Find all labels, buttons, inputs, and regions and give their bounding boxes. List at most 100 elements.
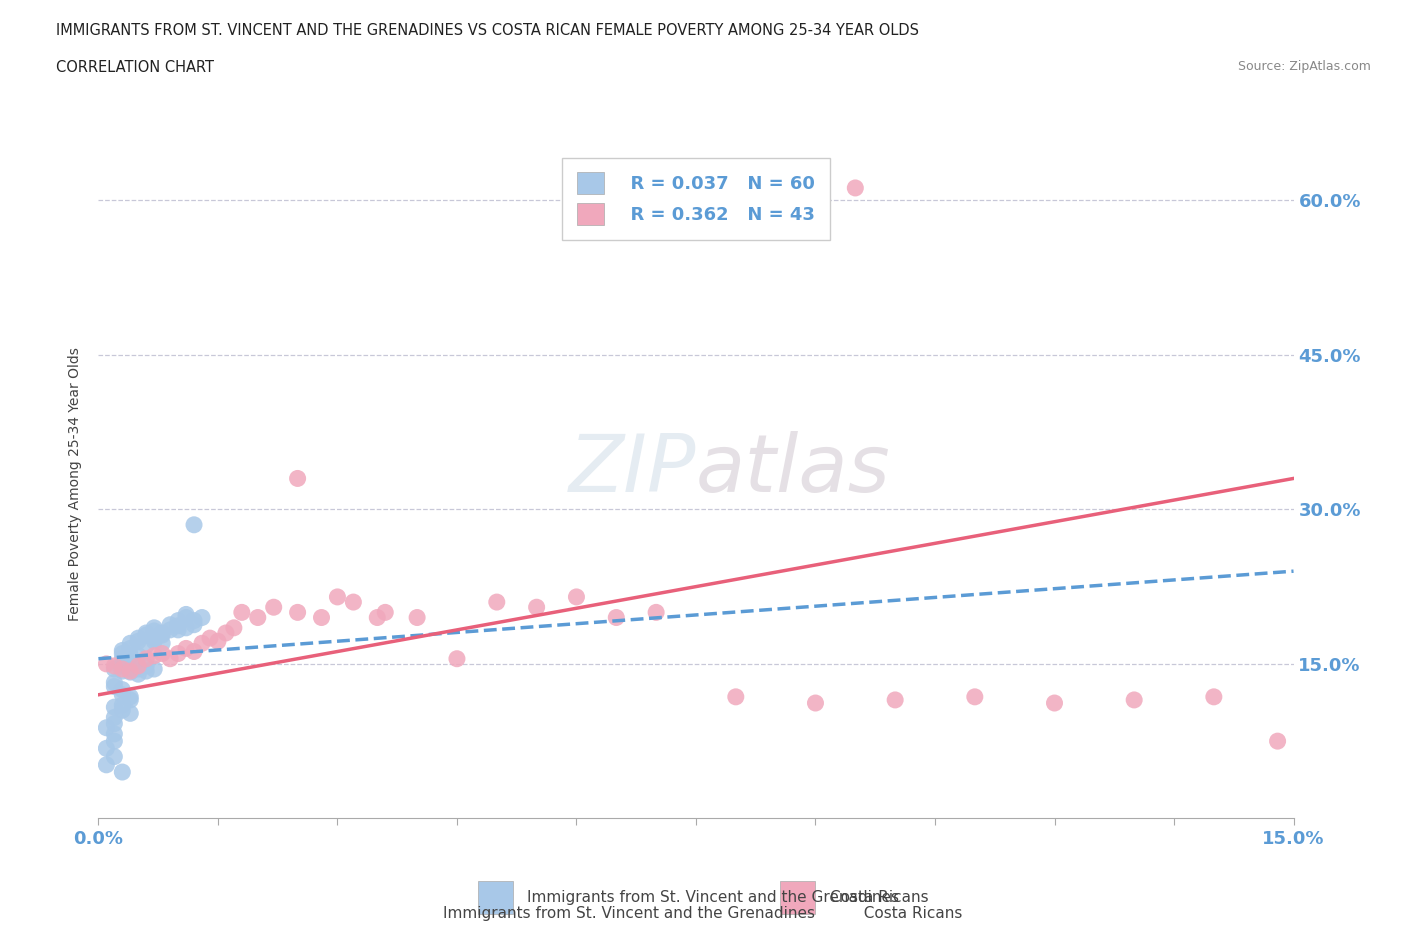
Point: [111, 661, 134, 676]
Point: [844, 180, 866, 195]
Legend:   R = 0.037   N = 60,   R = 0.362   N = 43: R = 0.037 N = 60, R = 0.362 N = 43: [562, 158, 830, 240]
Text: IMMIGRANTS FROM ST. VINCENT AND THE GRENADINES VS COSTA RICAN FEMALE POVERTY AMO: IMMIGRANTS FROM ST. VINCENT AND THE GREN…: [56, 23, 920, 38]
Point: [111, 683, 134, 698]
Point: [342, 594, 364, 609]
Point: [159, 622, 181, 637]
Point: [565, 590, 588, 604]
Point: [120, 706, 142, 721]
Point: [111, 646, 134, 661]
FancyBboxPatch shape: [478, 881, 513, 914]
Point: [127, 633, 149, 648]
Point: [120, 665, 142, 680]
Point: [191, 610, 214, 625]
Point: [103, 734, 125, 749]
Point: [103, 661, 125, 676]
Text: Immigrants from St. Vincent and the Grenadines: Immigrants from St. Vincent and the Gren…: [527, 890, 900, 905]
Point: [183, 618, 205, 632]
Point: [143, 631, 166, 645]
Point: [103, 750, 125, 764]
Point: [127, 648, 149, 663]
Point: [120, 689, 142, 704]
Point: [366, 610, 388, 625]
Point: [167, 646, 190, 661]
Point: [207, 633, 229, 648]
Point: [167, 613, 190, 628]
Point: [111, 651, 134, 666]
Point: [96, 741, 118, 756]
Point: [103, 699, 125, 714]
Point: [167, 618, 190, 633]
Point: [135, 638, 157, 653]
Point: [143, 661, 166, 676]
Point: [1123, 693, 1146, 708]
Point: [150, 628, 173, 643]
Point: [183, 613, 205, 628]
Point: [326, 590, 349, 604]
Point: [446, 651, 468, 666]
Point: [120, 664, 142, 679]
Point: [150, 626, 173, 641]
Text: atlas: atlas: [696, 432, 891, 510]
Y-axis label: Female Poverty Among 25-34 Year Olds: Female Poverty Among 25-34 Year Olds: [69, 347, 83, 620]
Point: [103, 726, 125, 741]
Point: [167, 622, 190, 637]
Point: [143, 648, 166, 663]
Point: [96, 657, 118, 671]
Text: ZIP: ZIP: [568, 432, 696, 510]
Point: [111, 698, 134, 712]
Text: Source: ZipAtlas.com: Source: ZipAtlas.com: [1237, 60, 1371, 73]
Text: Immigrants from St. Vincent and the Grenadines          Costa Ricans: Immigrants from St. Vincent and the Gren…: [443, 906, 963, 921]
Point: [231, 604, 253, 619]
Point: [1202, 689, 1225, 704]
Point: [174, 610, 197, 625]
Point: [120, 648, 142, 663]
Point: [287, 604, 309, 619]
Point: [406, 610, 429, 625]
Point: [120, 641, 142, 656]
Point: [645, 604, 668, 619]
Point: [159, 651, 181, 666]
Point: [215, 626, 238, 641]
Point: [263, 600, 285, 615]
Point: [174, 641, 197, 656]
Point: [485, 594, 508, 609]
Point: [374, 604, 396, 619]
Point: [120, 661, 142, 676]
Point: [135, 664, 157, 679]
Point: [127, 631, 149, 645]
Point: [111, 658, 134, 673]
Point: [159, 618, 181, 632]
Point: [127, 661, 149, 676]
Point: [111, 643, 134, 658]
FancyBboxPatch shape: [780, 881, 815, 914]
Point: [135, 626, 157, 641]
Point: [96, 721, 118, 736]
Point: [183, 644, 205, 659]
Point: [135, 658, 157, 673]
Point: [103, 710, 125, 724]
Point: [183, 517, 205, 532]
Point: [804, 696, 827, 711]
Text: Costa Ricans: Costa Ricans: [830, 890, 928, 905]
Point: [103, 658, 125, 673]
Point: [605, 610, 627, 625]
Point: [120, 636, 142, 651]
Point: [198, 631, 221, 645]
Point: [963, 689, 986, 704]
Point: [127, 667, 149, 682]
Point: [103, 679, 125, 694]
Point: [143, 633, 166, 648]
Point: [143, 623, 166, 638]
Point: [111, 703, 134, 718]
Point: [1043, 696, 1066, 711]
Point: [526, 600, 548, 615]
Point: [311, 610, 333, 625]
Point: [96, 757, 118, 772]
Point: [103, 716, 125, 731]
Point: [724, 689, 747, 704]
Point: [103, 675, 125, 690]
Point: [222, 620, 245, 635]
Point: [246, 610, 269, 625]
Point: [174, 620, 197, 635]
Point: [884, 693, 907, 708]
